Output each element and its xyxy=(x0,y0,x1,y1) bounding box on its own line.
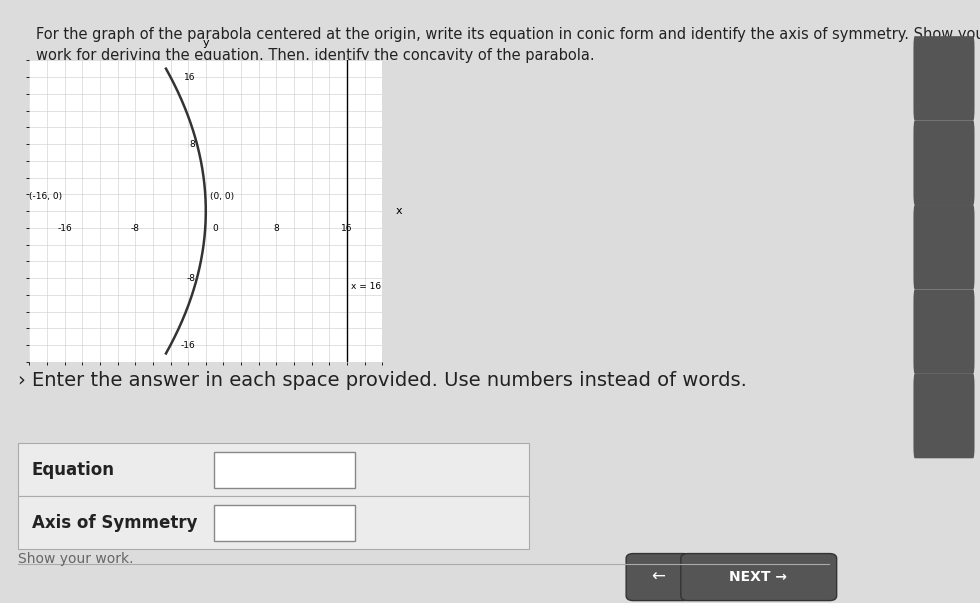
FancyBboxPatch shape xyxy=(913,36,974,121)
FancyBboxPatch shape xyxy=(913,205,974,289)
Text: y: y xyxy=(203,38,209,48)
Text: -8: -8 xyxy=(130,224,140,233)
Text: -16: -16 xyxy=(57,224,73,233)
Text: 16: 16 xyxy=(183,72,195,81)
Text: -8: -8 xyxy=(186,274,195,283)
FancyBboxPatch shape xyxy=(913,289,974,374)
Text: Axis of Symmetry: Axis of Symmetry xyxy=(32,514,197,532)
FancyBboxPatch shape xyxy=(215,505,356,541)
Text: -16: -16 xyxy=(180,341,195,350)
FancyBboxPatch shape xyxy=(681,554,837,601)
Text: ←: ← xyxy=(651,568,665,586)
Text: Show your work.: Show your work. xyxy=(19,552,133,566)
Text: › Enter the answer in each space provided. Use numbers instead of words.: › Enter the answer in each space provide… xyxy=(19,371,747,390)
FancyBboxPatch shape xyxy=(626,554,691,601)
Text: 8: 8 xyxy=(273,224,279,233)
FancyBboxPatch shape xyxy=(913,374,974,458)
FancyBboxPatch shape xyxy=(913,121,974,205)
Text: Equation: Equation xyxy=(32,461,115,479)
Text: 16: 16 xyxy=(341,224,353,233)
FancyBboxPatch shape xyxy=(215,452,356,488)
Text: 8: 8 xyxy=(189,139,195,148)
Text: (0, 0): (0, 0) xyxy=(211,192,234,201)
Text: For the graph of the parabola centered at the origin, write its equation in coni: For the graph of the parabola centered a… xyxy=(36,27,980,63)
FancyBboxPatch shape xyxy=(19,443,528,496)
Text: x = 16: x = 16 xyxy=(351,282,381,291)
Text: 0: 0 xyxy=(213,224,219,233)
Text: (-16, 0): (-16, 0) xyxy=(28,192,62,201)
Text: NEXT →: NEXT → xyxy=(729,570,787,584)
FancyBboxPatch shape xyxy=(19,496,528,549)
Text: x: x xyxy=(396,206,402,216)
